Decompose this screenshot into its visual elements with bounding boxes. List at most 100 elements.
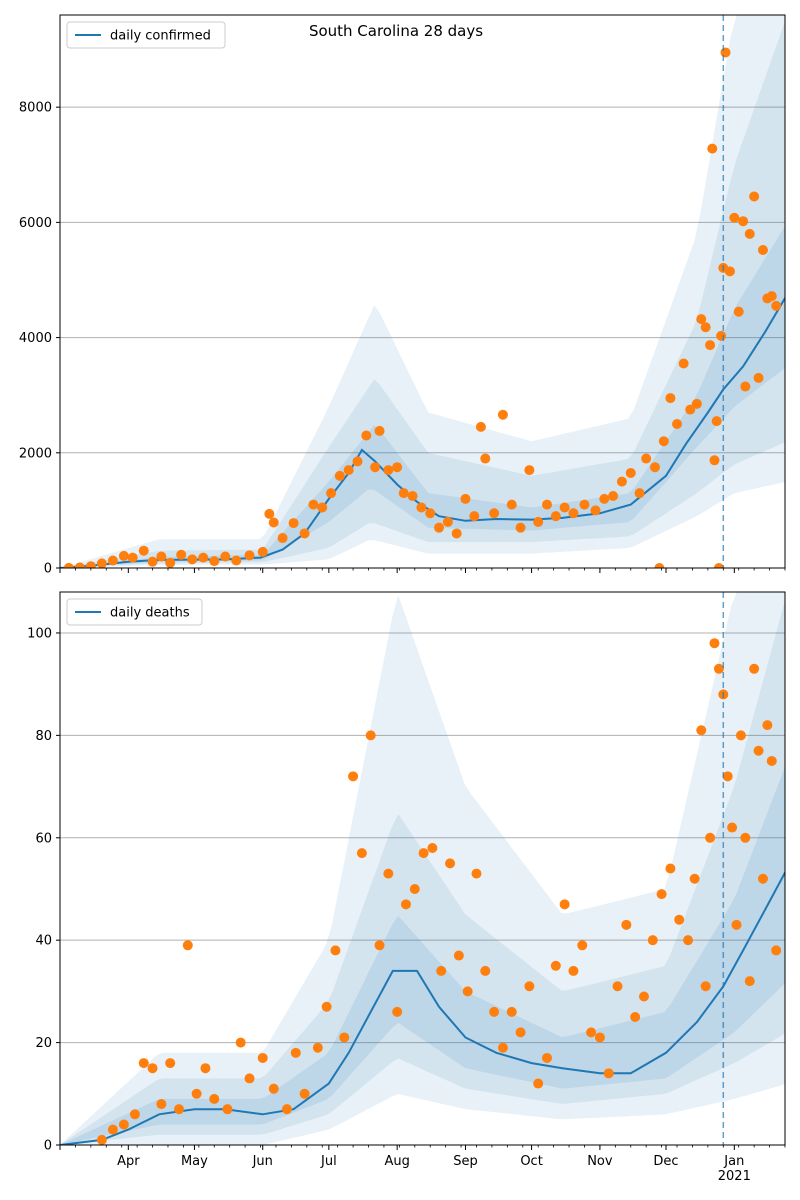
data-point (616, 476, 627, 487)
data-point (658, 436, 669, 447)
data-point (665, 863, 676, 874)
data-point (727, 822, 738, 833)
data-point (731, 919, 742, 930)
data-point (568, 965, 579, 976)
y-tick-label: 6000 (19, 216, 52, 231)
data-point (138, 545, 149, 556)
data-point (107, 555, 118, 566)
data-point (713, 563, 724, 568)
data-point (696, 725, 707, 736)
data-point (147, 1063, 158, 1074)
data-point (409, 883, 420, 894)
data-point (542, 499, 553, 510)
data-point (735, 730, 746, 741)
data-point (766, 755, 777, 766)
data-point (654, 563, 665, 568)
data-point (407, 490, 418, 501)
x-tick-label: Apr (117, 1154, 140, 1169)
data-point (674, 914, 685, 925)
data-point (757, 873, 768, 884)
data-point (480, 453, 491, 464)
data-point (370, 462, 381, 473)
data-point (209, 556, 220, 567)
band-outer (60, 15, 785, 568)
data-point (740, 832, 751, 843)
y-tick-label: 100 (27, 626, 52, 641)
data-point (749, 191, 760, 202)
data-point (550, 960, 561, 971)
data-point (524, 465, 535, 476)
data-point (711, 416, 722, 427)
data-point (156, 1099, 167, 1110)
x-tick-label: Dec (653, 1154, 678, 1169)
data-point (191, 1088, 202, 1099)
data-point (198, 552, 209, 563)
data-point (621, 919, 632, 930)
data-point (361, 430, 372, 441)
data-point (696, 314, 707, 325)
data-point (665, 393, 676, 404)
data-point (744, 228, 755, 239)
band-outer (60, 592, 785, 1145)
data-point (744, 976, 755, 987)
data-point (326, 488, 337, 499)
y-tick-label: 2000 (19, 446, 52, 461)
data-point (334, 470, 345, 481)
data-point (209, 1093, 220, 1104)
data-point (352, 456, 363, 467)
data-point (599, 493, 610, 504)
deaths-panel: 0 20 40 60 80 100 Apr May Jun Jul Aug Sep Oct Nov Dec J… (27, 591, 786, 1184)
data-point (176, 549, 187, 560)
data-point (299, 528, 310, 539)
y-tick-label: 8000 (19, 101, 52, 116)
data-point (288, 518, 299, 529)
data-point (400, 899, 411, 910)
data-point (713, 663, 724, 674)
data-point (416, 502, 427, 513)
data-point (515, 522, 526, 533)
data-point (733, 306, 744, 317)
data-point (475, 421, 486, 432)
data-point (709, 455, 720, 466)
data-point (96, 558, 107, 568)
data-point (691, 398, 702, 409)
data-point (85, 561, 96, 568)
data-point (442, 516, 453, 527)
data-point (738, 216, 749, 227)
data-point (720, 47, 731, 58)
data-point (705, 832, 716, 843)
data-point (244, 1073, 255, 1084)
data-point (489, 508, 500, 519)
data-point (740, 381, 751, 392)
data-point (434, 522, 445, 533)
data-point (683, 935, 694, 946)
x-tick-label: Nov (587, 1154, 613, 1169)
data-point (165, 557, 176, 568)
median-line (60, 870, 785, 1145)
data-point (753, 372, 764, 383)
data-point (722, 771, 733, 782)
data-point (638, 991, 649, 1002)
data-point (594, 1032, 605, 1043)
data-point (749, 663, 760, 674)
data-point (672, 418, 683, 429)
x-tick-label: Aug (384, 1154, 409, 1169)
x-tick-label: Oct (520, 1154, 542, 1169)
data-point (308, 499, 319, 510)
x-tick-label: Jul (320, 1154, 337, 1169)
data-point (231, 555, 242, 566)
data-point (460, 493, 471, 504)
data-point (608, 490, 619, 501)
band-inner (60, 766, 785, 1145)
data-point (480, 965, 491, 976)
data-point (634, 488, 645, 499)
data-point (173, 1104, 184, 1115)
data-point (709, 638, 720, 649)
data-point (348, 771, 359, 782)
data-point (705, 340, 716, 351)
data-point (469, 511, 480, 522)
x-tick-label: May (181, 1154, 208, 1169)
data-point (506, 499, 517, 510)
data-point (471, 868, 482, 879)
